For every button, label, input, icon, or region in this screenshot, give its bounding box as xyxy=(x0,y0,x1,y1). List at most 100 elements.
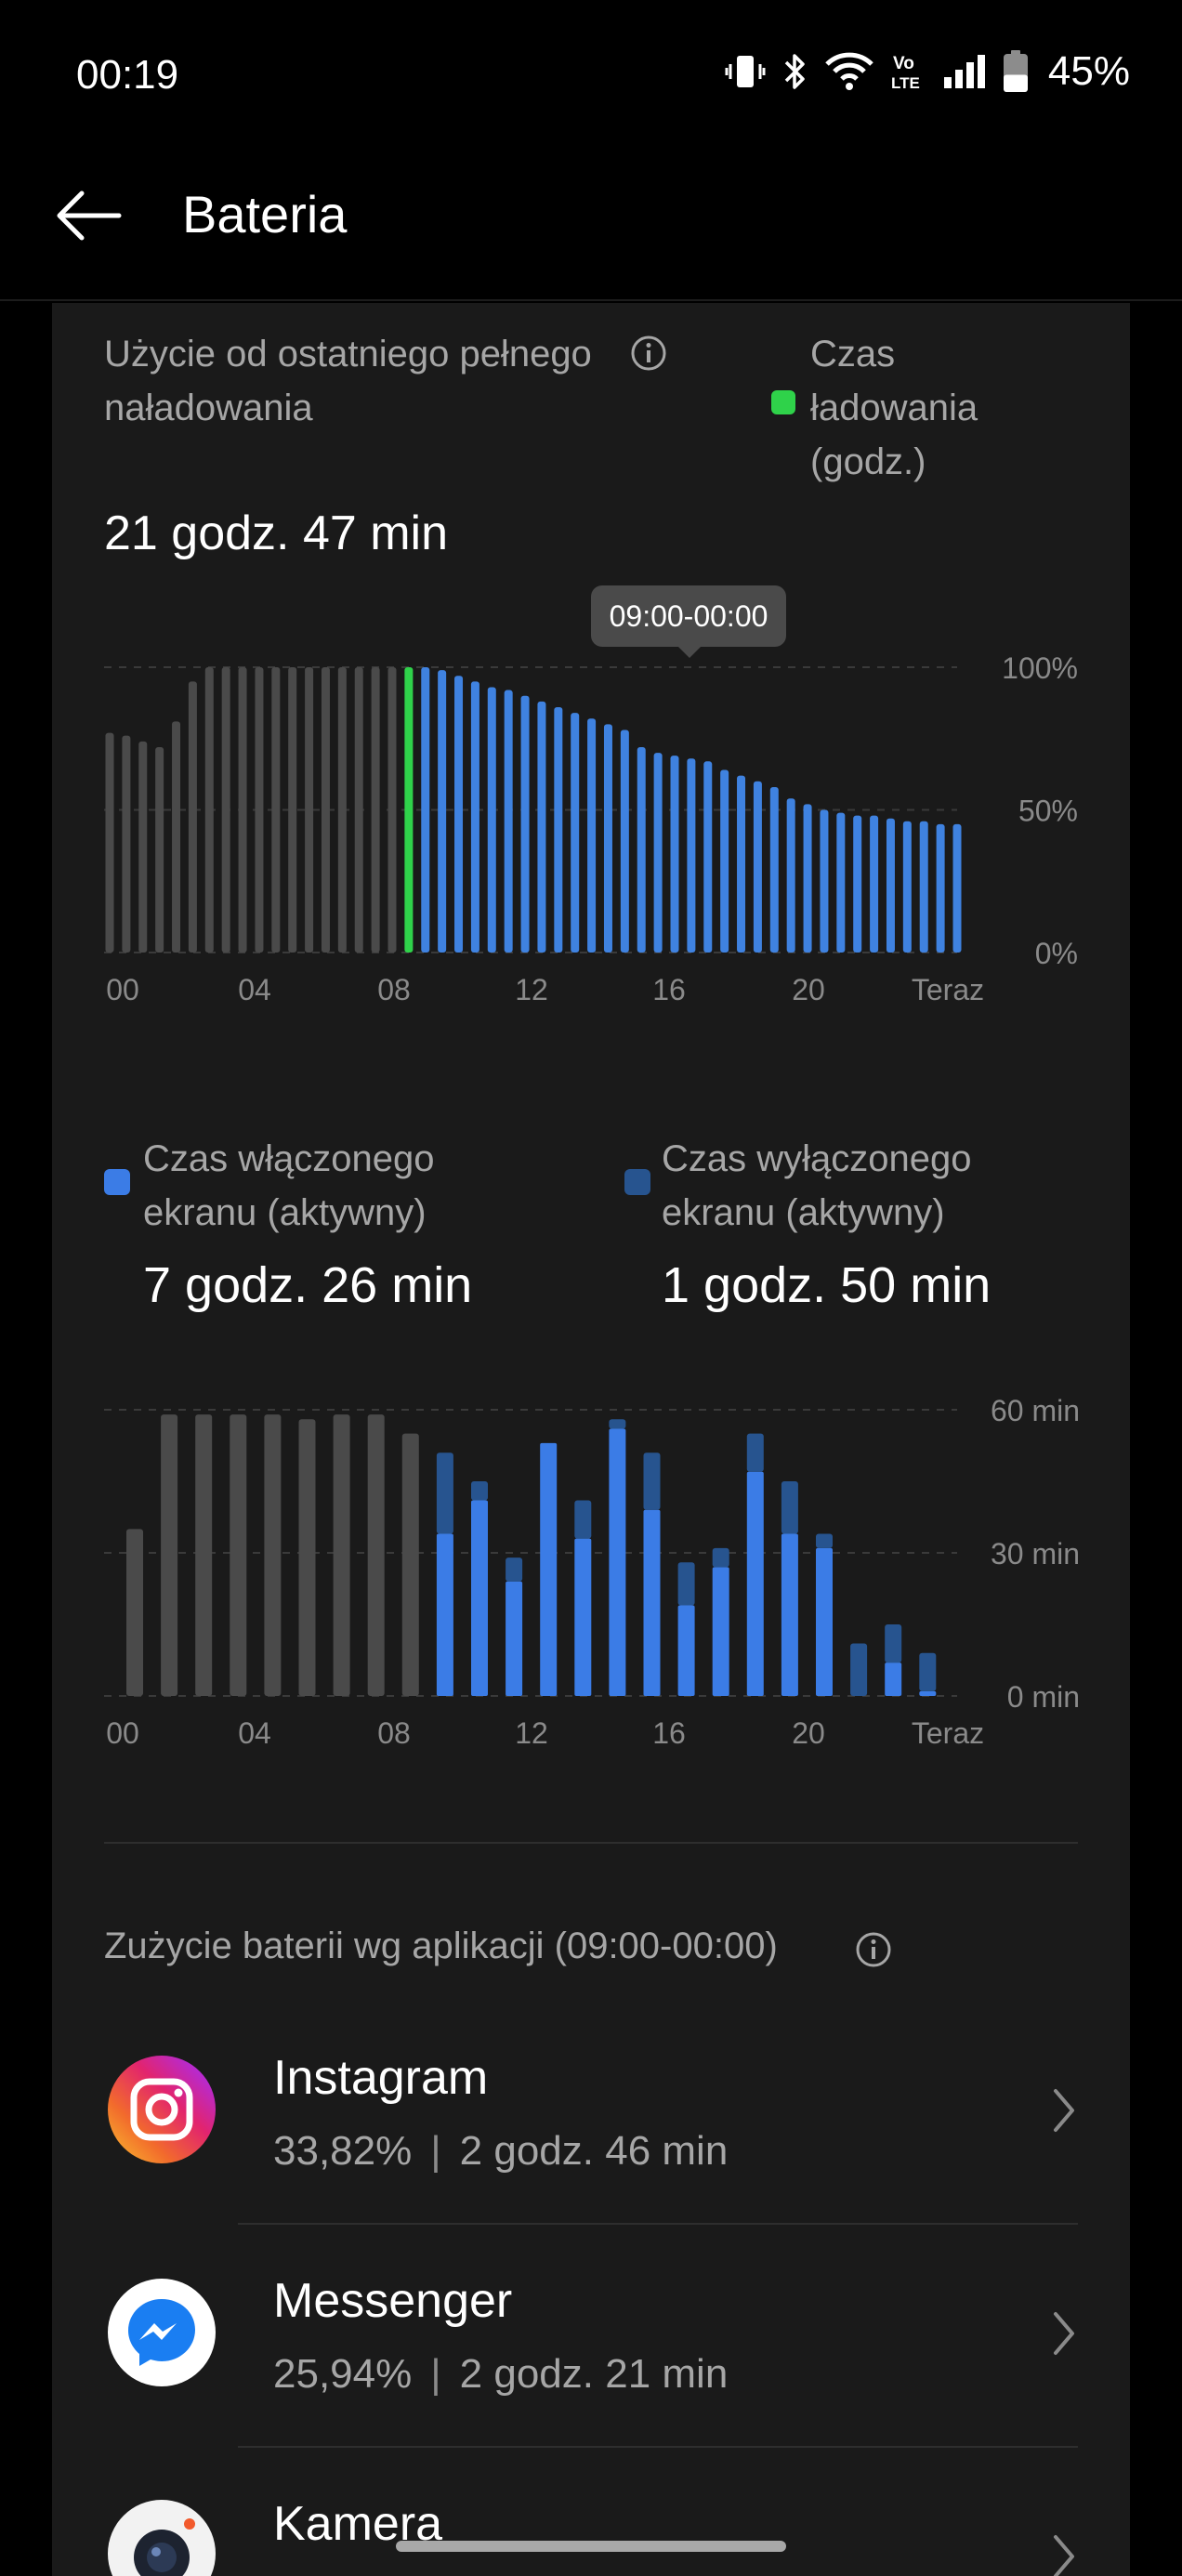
app-time: 2 godz. 21 min xyxy=(459,2351,729,2397)
screen-off-legend-dot xyxy=(624,1169,650,1195)
app-name: Messenger xyxy=(273,2274,513,2328)
y-tick-label: 100% xyxy=(1002,651,1078,685)
messenger-icon xyxy=(108,2279,216,2386)
battery-bar xyxy=(786,798,795,953)
battery-level-chart[interactable]: 100% 50% 0% 00 04 08 12 16 20 Teraz xyxy=(0,632,1182,1022)
bluetooth-icon xyxy=(781,51,808,92)
separator: | xyxy=(430,2128,441,2174)
screen-on-bar xyxy=(781,1533,798,1696)
battery-bar xyxy=(769,786,779,953)
battery-percent: 45% xyxy=(1047,48,1130,94)
app-row-kamera[interactable]: Kamera xyxy=(52,2446,1130,2576)
screen-on-bar xyxy=(540,1442,558,1696)
screen-on-bar xyxy=(506,1581,523,1696)
y-tick-label: 50% xyxy=(1018,795,1078,828)
page-title: Bateria xyxy=(182,185,348,243)
instagram-icon xyxy=(108,2056,216,2163)
screen-off-bar xyxy=(919,1652,937,1691)
info-icon[interactable] xyxy=(855,1931,892,1973)
volte-top-text: Vo xyxy=(893,54,914,73)
screen-on-value: 7 godz. 26 min xyxy=(143,1257,473,1313)
wifi-icon xyxy=(823,51,875,92)
battery-bar xyxy=(870,815,879,953)
screen-off-bar xyxy=(781,1481,798,1534)
x-tick-label: 00 xyxy=(106,973,139,1006)
screen-off-bar xyxy=(506,1557,523,1582)
x-tick-label: 12 xyxy=(515,1716,548,1750)
y-tick-label: 0% xyxy=(1035,937,1078,970)
screen-off-bar xyxy=(885,1624,902,1663)
battery-bar xyxy=(204,667,214,953)
screen-time-chart[interactable]: 60 min 30 min 0 min 00 04 08 12 16 20 Teraz xyxy=(0,1375,1182,1766)
status-icons: Vo LTE 45% xyxy=(725,48,1130,95)
screen-on-bar xyxy=(436,1533,453,1696)
row-divider xyxy=(238,2446,1078,2448)
back-button[interactable] xyxy=(50,178,128,256)
battery-bar xyxy=(902,821,912,953)
battery-bar xyxy=(520,695,530,953)
battery-bar xyxy=(603,724,612,953)
battery-bar xyxy=(354,667,363,953)
screen-on-bar xyxy=(712,1567,729,1696)
battery-bar xyxy=(138,741,148,953)
screen-on-bar xyxy=(885,1663,902,1696)
battery-bar xyxy=(387,667,397,953)
battery-bar xyxy=(720,769,729,953)
inactive-bar xyxy=(333,1414,350,1696)
battery-bar xyxy=(305,667,314,953)
x-tick-label: 20 xyxy=(792,973,825,1006)
battery-bar xyxy=(321,667,330,953)
screen-off-bar xyxy=(746,1433,764,1472)
battery-bar xyxy=(853,815,862,953)
screen-on-bar xyxy=(609,1428,626,1696)
app-row-messenger[interactable]: Messenger 25,94% | 2 godz. 21 min xyxy=(52,2223,1130,2444)
inactive-bar xyxy=(126,1529,143,1696)
battery-bar xyxy=(288,667,297,953)
battery-bar xyxy=(936,823,945,953)
screen-off-bar xyxy=(816,1533,833,1548)
info-icon[interactable] xyxy=(630,335,667,376)
battery-bar xyxy=(105,732,114,953)
arrow-left-icon xyxy=(57,191,122,241)
battery-bar xyxy=(188,681,197,953)
x-tick-label: 12 xyxy=(515,973,548,1006)
screen-off-bar xyxy=(712,1547,729,1568)
row-divider xyxy=(238,2223,1078,2225)
screen-off-bar xyxy=(850,1643,868,1696)
screen-on-bar xyxy=(471,1500,488,1696)
inactive-bar xyxy=(367,1414,385,1696)
inactive-bar xyxy=(195,1414,213,1696)
screen-on-bar xyxy=(816,1547,833,1696)
chevron-right-icon xyxy=(1050,2085,1078,2140)
usage-label: Użycie od ostatniego pełnego naładowania xyxy=(104,334,592,428)
section-divider xyxy=(104,1842,1078,1844)
chevron-right-icon xyxy=(1050,2308,1078,2363)
chevron-right-icon xyxy=(1050,2531,1078,2576)
status-time: 00:19 xyxy=(76,52,179,98)
battery-bar xyxy=(155,746,164,953)
header-divider xyxy=(0,299,1182,301)
y-tick-label: 30 min xyxy=(991,1537,1080,1571)
battery-bar xyxy=(637,746,646,953)
x-tick-label: Teraz xyxy=(912,973,984,1006)
volte-bottom-text: LTE xyxy=(891,74,920,92)
screen-off-bar xyxy=(471,1481,488,1501)
inactive-bar xyxy=(161,1414,178,1696)
y-tick-label: 60 min xyxy=(991,1394,1080,1427)
x-tick-label: 20 xyxy=(792,1716,825,1750)
battery-bar xyxy=(587,718,597,953)
apps-section-title: Zużycie baterii wg aplikacji (09:00-00:0… xyxy=(104,1925,778,1966)
app-row-instagram[interactable]: Instagram 33,82% | 2 godz. 46 min xyxy=(52,2000,1130,2221)
battery-bar xyxy=(454,676,464,953)
battery-bar xyxy=(836,812,846,953)
battery-bar xyxy=(337,667,347,953)
screen-off-bar xyxy=(609,1419,626,1429)
home-indicator[interactable] xyxy=(396,2541,786,2552)
battery-bar xyxy=(122,735,131,953)
battery-icon xyxy=(1002,49,1030,94)
separator: | xyxy=(430,2351,441,2397)
screen-on-legend-dot xyxy=(104,1169,130,1195)
battery-bar xyxy=(820,809,829,953)
battery-bar xyxy=(886,818,895,953)
app-time: 2 godz. 46 min xyxy=(459,2128,729,2174)
